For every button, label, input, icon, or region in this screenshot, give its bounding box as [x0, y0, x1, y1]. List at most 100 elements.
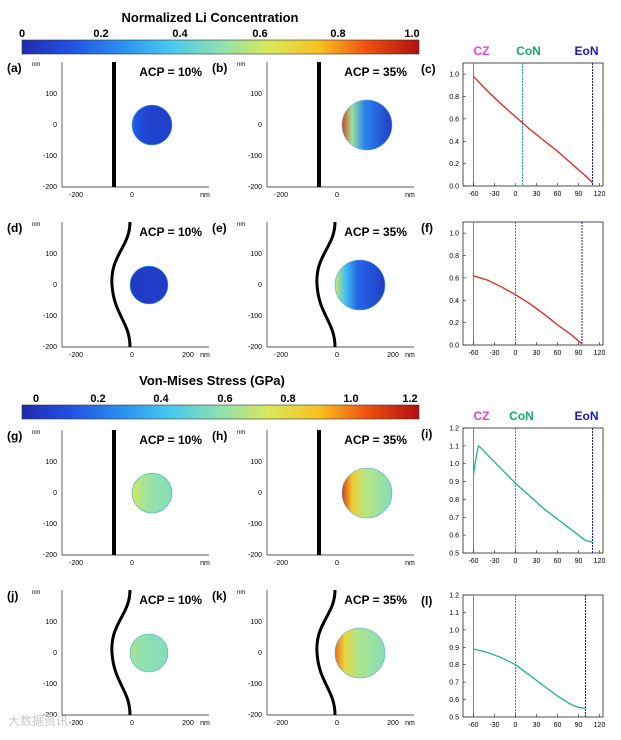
- line-charts: (c) CZ CoN EoN 0.0 0.2 0.4 0.6 0.8 1.0 -60 -30 0 30 60…: [421, 44, 605, 729]
- y-tick-label: -100: [248, 681, 262, 688]
- y-tick-label: 100: [45, 251, 57, 258]
- x-unit-label: nm: [405, 192, 415, 199]
- x-tick-label: 120: [594, 558, 606, 565]
- marker-label: CoN: [509, 409, 534, 423]
- x-tick-label: 60: [554, 558, 562, 565]
- acp-label: ACP = 10%: [139, 65, 202, 79]
- boundary-curve: [315, 221, 337, 348]
- y-tick-label: 0: [258, 282, 262, 289]
- map-panels: (a) nm 100 0 -100 -200 -200 0 nm ACP = 10% (b) nm 10…: [7, 61, 415, 727]
- colorbar-stress: Von-Mises Stress (GPa) 0 0.2 0.4 0.6 0.8…: [21, 373, 420, 420]
- x-tick-label: 200: [182, 720, 194, 727]
- marker-label: CoN: [516, 44, 541, 58]
- x-tick-label: 90: [575, 191, 583, 198]
- x-tick-label: -200: [69, 720, 83, 727]
- map-panel-k: (k) nm 100 0 -100 -200 -200 0 200 nm ACP = 35%: [212, 589, 415, 727]
- y-tick-label: 0.2: [449, 320, 459, 327]
- x-tick-label: 60: [554, 722, 562, 729]
- x-tick-label: 0: [130, 352, 134, 359]
- x-tick-label: 120: [594, 350, 606, 357]
- x-tick-label: -200: [274, 720, 288, 727]
- x-tick-label: 120: [594, 722, 606, 729]
- y-tick-label: -200: [248, 184, 262, 191]
- x-tick-label: 60: [554, 350, 562, 357]
- particle: [334, 259, 386, 311]
- x-tick-label: 0: [130, 720, 134, 727]
- y-tick-label: 0.7: [449, 515, 459, 522]
- y-tick-label: -100: [43, 313, 57, 320]
- y-unit-label: nm: [32, 62, 40, 68]
- y-tick-label: 0.2: [449, 161, 459, 168]
- acp-label: ACP = 35%: [344, 433, 407, 447]
- x-unit-label: nm: [405, 720, 415, 727]
- colorbar-tick: 0.4: [153, 393, 169, 405]
- x-unit-label: nm: [405, 352, 415, 359]
- map-panel-g: (g) nm 100 0 -100 -200 -200 0 nm ACP = 10%: [7, 429, 210, 567]
- marker-label: EoN: [575, 44, 599, 58]
- colorbar-tick: 0.8: [330, 28, 345, 40]
- y-tick-label: 0.8: [449, 253, 459, 260]
- y-unit-label: nm: [237, 430, 245, 436]
- plot-frame: [462, 62, 604, 187]
- y-tick-label: 100: [250, 91, 262, 98]
- plot-frame: [462, 427, 604, 554]
- colorbar-tick: 0: [33, 393, 39, 405]
- x-unit-label: nm: [405, 560, 415, 567]
- particle: [341, 467, 393, 519]
- x-tick-label: 30: [533, 558, 541, 565]
- y-tick-label: 0.4: [449, 298, 459, 305]
- x-tick-label: -30: [489, 350, 499, 357]
- map-panel-a: (a) nm 100 0 -100 -200 -200 0 nm ACP = 10%: [7, 61, 210, 199]
- y-unit-label: nm: [32, 590, 40, 596]
- x-tick-label: -30: [489, 191, 499, 198]
- marker-label: CZ: [474, 409, 490, 423]
- y-tick-label: 1.0: [449, 231, 459, 238]
- x-tick-label: 0: [335, 192, 339, 199]
- y-tick-label: -100: [43, 521, 57, 528]
- y-tick-label: 0.8: [449, 662, 459, 669]
- y-tick-label: -200: [43, 552, 57, 559]
- x-tick-label: 0: [514, 558, 518, 565]
- x-unit-label: nm: [200, 352, 210, 359]
- particle: [341, 99, 393, 151]
- x-tick-label: 30: [533, 350, 541, 357]
- map-panel-h: (h) nm 100 0 -100 -200 -200 0 nm ACP = 35%: [212, 429, 415, 567]
- series-line: [473, 75, 593, 184]
- map-panel-b: (b) nm 100 0 -100 -200 -200 0 nm ACP = 35%: [212, 61, 415, 199]
- colorbar-tick: 0.6: [217, 393, 232, 405]
- y-tick-label: -100: [248, 521, 262, 528]
- series-line: [473, 275, 583, 345]
- x-tick-label: -60: [468, 191, 478, 198]
- x-tick-label: 90: [575, 558, 583, 565]
- y-tick-label: 0.4: [449, 139, 459, 146]
- panel-label: (e): [212, 221, 227, 235]
- y-tick-label: -100: [43, 153, 57, 160]
- acp-label: ACP = 10%: [139, 225, 202, 239]
- y-tick-label: 0: [258, 122, 262, 129]
- colorbar-tick: 1.0: [404, 28, 419, 40]
- y-tick-label: -200: [248, 344, 262, 351]
- chart-l: (l) 0.5 0.6 0.7 0.8 0.9 1.0 1.1 1.2 -60 -30 0 30 60 90…: [421, 593, 605, 730]
- colorbar-tick: 0.2: [90, 393, 105, 405]
- y-tick-label: 1.0: [449, 72, 459, 79]
- x-tick-label: 0: [130, 560, 134, 567]
- x-tick-label: 200: [387, 352, 399, 359]
- panel-label: (d): [7, 221, 22, 235]
- y-tick-label: 100: [250, 251, 262, 258]
- x-tick-label: 0: [335, 560, 339, 567]
- x-tick-label: 0: [514, 722, 518, 729]
- x-unit-label: nm: [200, 192, 210, 199]
- boundary-curve: [315, 589, 337, 716]
- y-tick-label: 1.2: [449, 593, 459, 600]
- panel-label: (k): [212, 589, 227, 603]
- acp-label: ACP = 35%: [344, 65, 407, 79]
- colorbar-tick: 0: [19, 28, 25, 40]
- y-tick-label: 100: [250, 459, 262, 466]
- x-tick-label: -30: [489, 722, 499, 729]
- y-unit-label: nm: [237, 62, 245, 68]
- x-tick-label: 120: [594, 191, 606, 198]
- marker-label: EoN: [575, 409, 599, 423]
- y-tick-label: 0: [53, 650, 57, 657]
- x-tick-label: 200: [387, 720, 399, 727]
